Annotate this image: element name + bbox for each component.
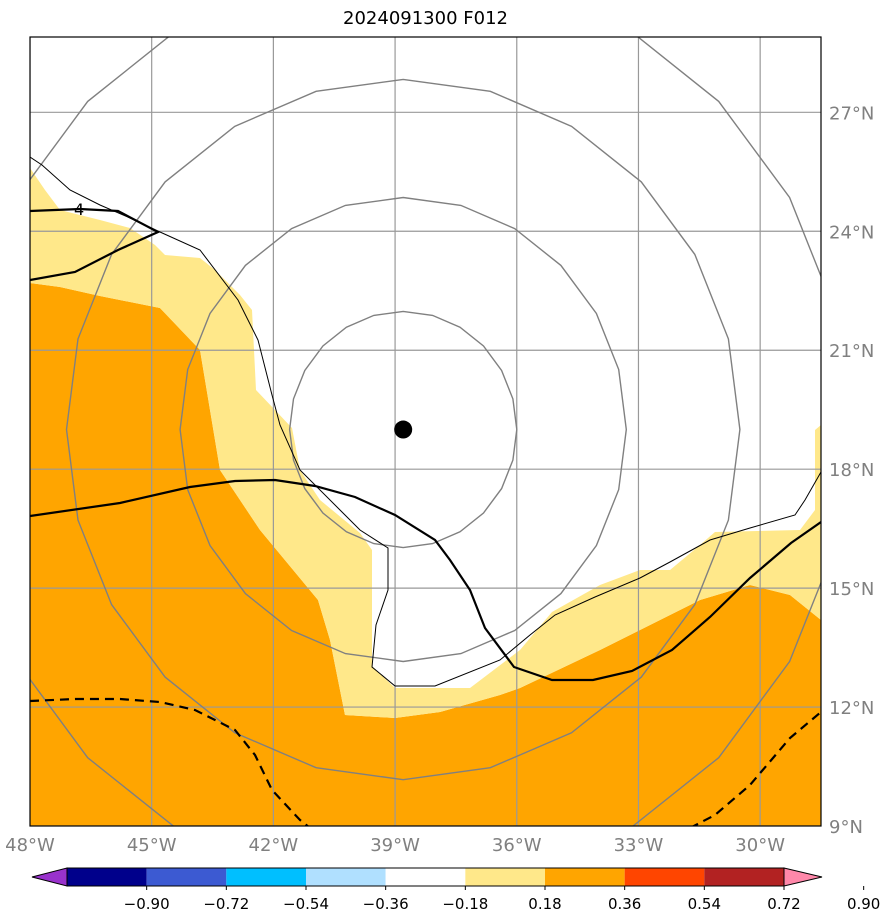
longitude-labels: 48°W 45°W 42°W 39°W 36°W 33°W 30°W xyxy=(5,835,785,856)
lat-tick-label: 21°N xyxy=(829,341,874,362)
colorbar: −0.90 −0.72 −0.54 −0.36 −0.18 0.18 0.36 0.54 0.7… xyxy=(31,867,880,913)
thick-contour-line-north xyxy=(30,207,161,282)
lat-tick-label: 15°N xyxy=(829,579,874,600)
map-plot-area: 4 xyxy=(30,37,821,826)
colorbar-tick-label: −0.90 xyxy=(124,895,170,913)
lon-tick-label: 30°W xyxy=(735,835,785,856)
shading-orange-region xyxy=(30,283,821,826)
lon-tick-label: 45°W xyxy=(127,835,177,856)
colorbar-tick-label: 0.18 xyxy=(528,895,561,913)
lat-tick-label: 24°N xyxy=(829,222,874,243)
lon-tick-label: 33°W xyxy=(614,835,664,856)
lon-tick-label: 39°W xyxy=(370,835,420,856)
map-title: 2024091300 F012 xyxy=(343,8,508,29)
colorbar-tick-label: 0.36 xyxy=(608,895,641,913)
dashed-contour-line-east xyxy=(691,711,821,826)
range-ring xyxy=(65,78,741,781)
colorbar-tick-label: −0.72 xyxy=(203,895,249,913)
colorbar-segment xyxy=(465,868,545,886)
colorbar-tick-label: 0.54 xyxy=(688,895,721,913)
colorbar-tick-label: −0.36 xyxy=(363,895,409,913)
colorbar-arrow-high xyxy=(783,867,823,887)
lon-tick-label: 36°W xyxy=(492,835,542,856)
lat-tick-label: 18°N xyxy=(829,460,874,481)
shading-yellow-region xyxy=(30,168,821,718)
lon-tick-label: 48°W xyxy=(5,835,55,856)
colorbar-tick-label: −0.18 xyxy=(442,895,488,913)
colorbar-tick-label: 0.90 xyxy=(847,895,880,913)
colorbar-arrow-low xyxy=(31,867,68,887)
colorbar-segment xyxy=(67,868,147,886)
map-frame xyxy=(29,36,822,827)
range-ring xyxy=(179,196,628,663)
colorbar-frame xyxy=(66,867,785,887)
lat-tick-label: 12°N xyxy=(829,698,874,719)
lon-tick-label: 42°W xyxy=(249,835,299,856)
latitude-labels: 27°N 24°N 21°N 18°N 15°N 12°N 9°N xyxy=(829,103,874,838)
lat-tick-label: 9°N xyxy=(829,817,863,838)
colorbar-segment xyxy=(545,868,625,886)
colorbar-tick-label: 0.72 xyxy=(767,895,800,913)
colorbar-segment xyxy=(385,868,466,886)
storm-center-marker xyxy=(394,420,413,439)
colorbar-segment xyxy=(624,868,705,886)
dashed-contour-line-west xyxy=(30,697,310,826)
range-rings xyxy=(30,37,821,826)
colorbar-segment xyxy=(146,868,227,886)
colorbar-segment xyxy=(226,868,306,886)
range-ring xyxy=(288,310,518,549)
colorbar-tick-label: −0.54 xyxy=(283,895,329,913)
colorbar-segment xyxy=(704,868,784,886)
colorbar-segment xyxy=(306,868,386,886)
contour-label: 4 xyxy=(74,200,84,219)
lat-tick-label: 27°N xyxy=(829,103,874,124)
thick-contour-line-south xyxy=(30,478,821,682)
